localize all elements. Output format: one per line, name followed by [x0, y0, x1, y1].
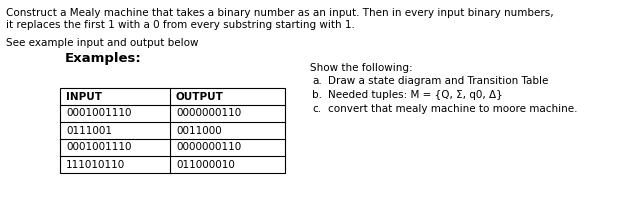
Text: 0001001110: 0001001110	[66, 108, 131, 119]
Text: it replaces the first 1 with a 0 from every substring starting with 1.: it replaces the first 1 with a 0 from ev…	[6, 20, 355, 30]
Text: OUTPUT: OUTPUT	[176, 92, 224, 102]
Text: 011000010: 011000010	[176, 159, 235, 170]
Text: c.: c.	[312, 104, 321, 114]
Bar	[60, 88, 285, 173]
Text: a.: a.	[312, 76, 322, 86]
Text: 111010110: 111010110	[66, 159, 125, 170]
Text: See example input and output below: See example input and output below	[6, 38, 198, 48]
Text: convert that mealy machine to moore machine.: convert that mealy machine to moore mach…	[328, 104, 578, 114]
Text: Construct a Mealy machine that takes a binary number as an input. Then in every : Construct a Mealy machine that takes a b…	[6, 8, 554, 18]
Text: b.: b.	[312, 90, 322, 100]
Text: Needed tuples: M = {Q, Σ, q0, Δ}: Needed tuples: M = {Q, Σ, q0, Δ}	[328, 90, 503, 100]
Text: INPUT: INPUT	[66, 92, 102, 102]
Text: 0111001: 0111001	[66, 125, 112, 135]
Text: 0000000110: 0000000110	[176, 143, 242, 152]
Text: Draw a state diagram and Transition Table: Draw a state diagram and Transition Tabl…	[328, 76, 549, 86]
Text: 0000000110: 0000000110	[176, 108, 242, 119]
Text: Show the following:: Show the following:	[310, 63, 413, 73]
Text: Examples:: Examples:	[65, 52, 142, 65]
Text: 0001001110: 0001001110	[66, 143, 131, 152]
Text: 0011000: 0011000	[176, 125, 222, 135]
